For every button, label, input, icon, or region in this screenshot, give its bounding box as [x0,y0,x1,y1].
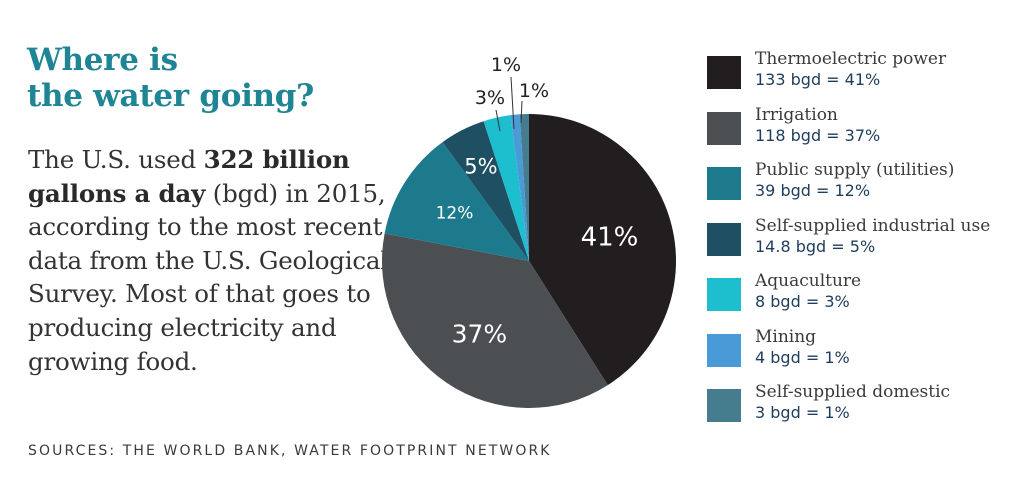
leader-line [495,109,501,132]
pie-slice-aquaculture [483,115,529,261]
title-line-2: the water going? [27,78,315,114]
description-part-2: (bgd) in 2015, according to the most rec… [28,178,388,376]
pie-slice-self-supplied-industrial-use [442,121,529,261]
pie-slice-public-supply-utilities [384,142,529,261]
callout-label: 1% [519,80,549,102]
slice-label: 5% [464,155,497,179]
legend-swatch [707,333,741,367]
leader-lines [495,76,523,132]
legend-swatch [707,56,741,89]
legend-item: Mining 4 bgd = 1% [707,327,1017,377]
legend-label: Irrigation [755,104,838,125]
legend-label: Self-supplied domestic [755,382,951,402]
legend-value: 118 bgd = 37% [755,125,881,145]
slice-label: 41% [581,223,639,253]
slice-label: 37% [452,319,508,348]
legend-value: 3 bgd = 1% [755,403,850,422]
legend-value: 14.8 bgd = 5% [755,236,876,256]
pie-slices [381,114,677,409]
legend-value: 8 bgd = 3% [755,292,850,311]
pie-slice-irrigation [381,233,608,409]
legend-item: Self-supplied domestic 3 bgd = 1% [707,382,1017,432]
legend-label: Public supply (utilities) [755,160,955,180]
legend-value: 39 bgd = 12% [755,181,871,200]
legend-value: 4 bgd = 1% [755,347,850,367]
callout-label: 3% [475,87,505,109]
legend-item: Public supply (utilities) 39 bgd = 12% [707,160,1017,210]
description-highlight: 322 billion gallons a day [28,145,350,208]
legend-item: Aquaculture 8 bgd = 3% [707,271,1017,321]
pie-slice-thermoelectric-power [529,114,677,386]
pie-slice-mining [510,114,529,261]
legend-swatch [707,278,741,311]
pie-slice-self-supplied-domestic [519,114,529,261]
legend-swatch [707,167,741,200]
legend-swatch [707,389,741,422]
legend-swatch [707,111,741,145]
pie-labels: 41% 37% 12% 5% 3% 1% 1% [436,54,639,348]
description-part-1: The U.S. used [28,145,204,174]
description: The U.S. used 322 billion gallons a day … [28,143,388,378]
legend-item: Thermoelectric power 133 bgd = 41% [707,49,1017,99]
leader-line [510,76,515,130]
legend-value: 133 bgd = 41% [755,70,881,89]
legend-label: Aquaculture [755,271,862,291]
legend-swatch [707,222,741,256]
leader-line [520,100,523,124]
sources-note: SOURCES: THE WORLD BANK, WATER FOOTPRINT… [28,443,552,459]
legend-item: Self-supplied industrial use 14.8 bgd = 5… [707,216,1017,266]
title-line-1: Where is [27,42,178,78]
legend-item: Irrigation 118 bgd = 37% [707,105,1017,155]
slice-label: 12% [436,204,474,224]
callout-label: 1% [491,54,521,76]
legend-label: Self-supplied industrial use [755,215,991,236]
chart-title: Where is the water going? [27,42,314,114]
legend-label: Thermoelectric power [755,49,947,69]
legend-label: Mining [755,326,817,347]
